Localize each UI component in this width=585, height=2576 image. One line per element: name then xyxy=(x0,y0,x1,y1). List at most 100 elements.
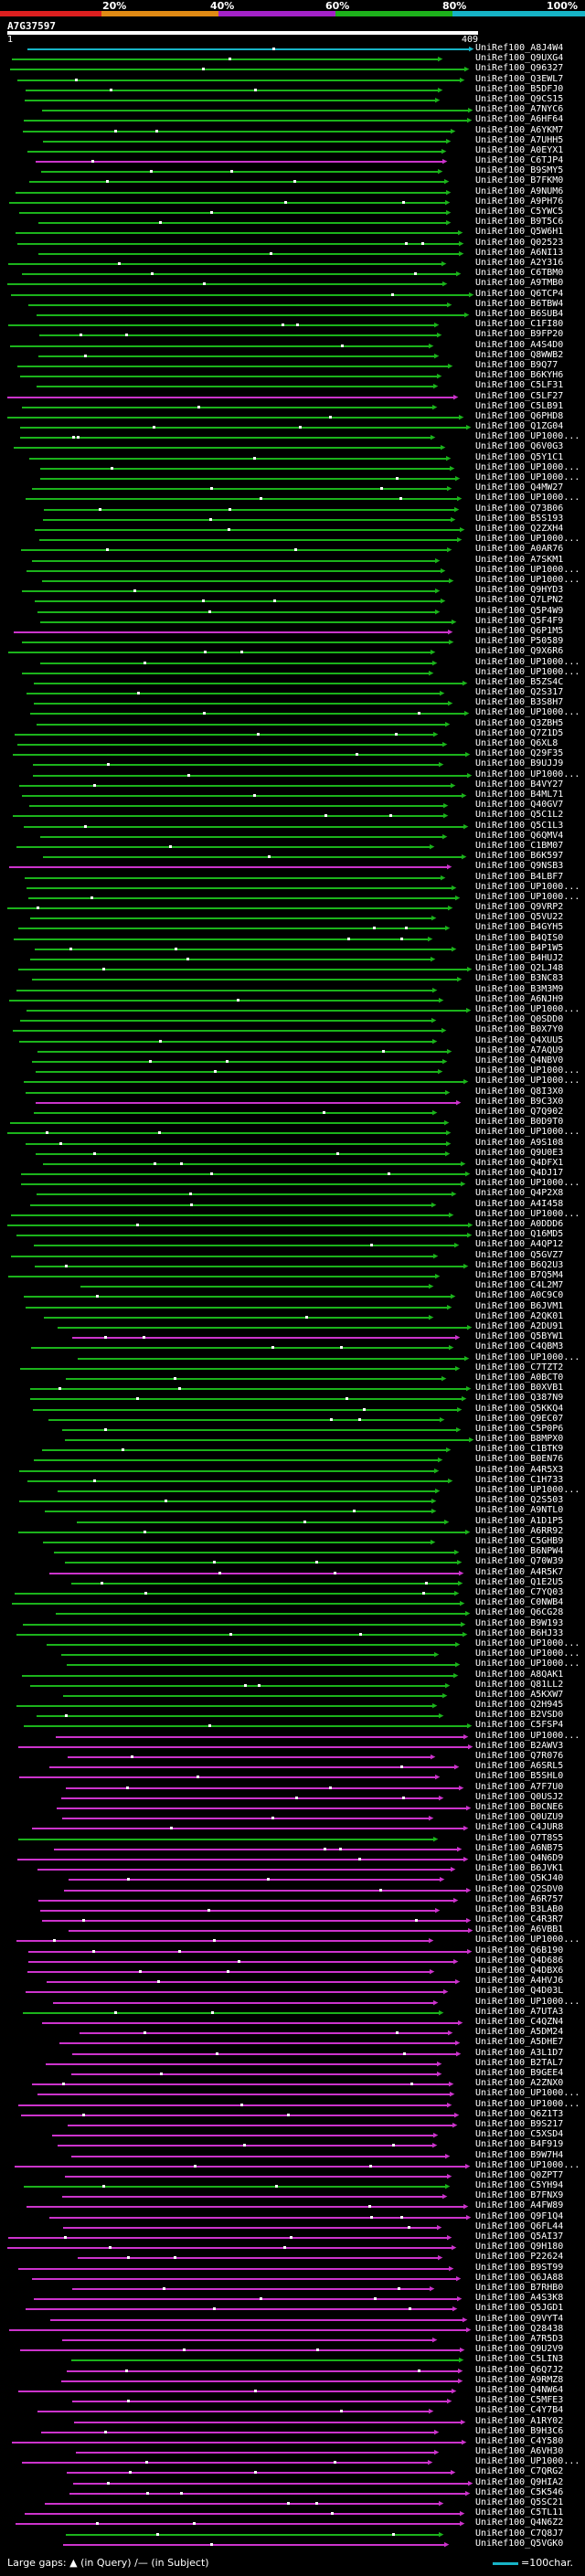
hit-name-link[interactable]: UniRef100_C4Y7B4 xyxy=(475,2405,564,2416)
hit-name-link[interactable]: UniRef100_B7FKM0 xyxy=(475,175,564,186)
hit-name-link[interactable]: UniRef100_Q02523 xyxy=(475,237,564,248)
hit-name-link[interactable]: UniRef100_C5MFE3 xyxy=(475,2395,564,2406)
hit-name-link[interactable]: UniRef100_UP1000... xyxy=(475,2088,580,2099)
hit-name-link[interactable]: UniRef100_UP1000... xyxy=(475,891,580,902)
hit-name-link[interactable]: UniRef100_B2AWV3 xyxy=(475,1740,564,1751)
hit-name-link[interactable]: UniRef100_UP1000... xyxy=(475,666,580,677)
hit-name-link[interactable]: UniRef100_A9NUM6 xyxy=(475,186,564,196)
hit-name-link[interactable]: UniRef100_UP1000... xyxy=(475,1659,580,1670)
hit-name-link[interactable]: UniRef100_UP1000... xyxy=(475,769,580,779)
hit-name-link[interactable]: UniRef100_Q0SDD0 xyxy=(475,1014,564,1025)
hit-name-link[interactable]: UniRef100_Q5KJ40 xyxy=(475,1873,564,1884)
hit-name-link[interactable]: UniRef100_C5YWC5 xyxy=(475,207,564,217)
hit-name-link[interactable]: UniRef100_Q9UXG4 xyxy=(475,53,564,64)
hit-name-link[interactable]: UniRef100_UP1000... xyxy=(475,1352,580,1362)
hit-name-link[interactable]: UniRef100_A4I458 xyxy=(475,1198,564,1209)
hit-name-link[interactable]: UniRef100_UP1000... xyxy=(475,574,580,585)
hit-name-link[interactable]: UniRef100_B0X7Y0 xyxy=(475,1024,564,1035)
hit-name-link[interactable]: UniRef100_UP1000... xyxy=(475,2159,580,2170)
hit-name-link[interactable]: UniRef100_UP1000... xyxy=(475,1996,580,2007)
hit-name-link[interactable]: UniRef100_B6K597 xyxy=(475,851,564,862)
hit-name-link[interactable]: UniRef100_UP1000... xyxy=(475,1485,580,1496)
hit-name-link[interactable]: UniRef100_B9SMY5 xyxy=(475,165,564,176)
hit-name-link[interactable]: UniRef100_Q6XL8 xyxy=(475,738,558,749)
hit-name-link[interactable]: UniRef100_B5ZS4C xyxy=(475,676,564,687)
hit-name-link[interactable]: UniRef100_C5LF31 xyxy=(475,380,564,391)
hit-name-link[interactable]: UniRef100_Q9CS15 xyxy=(475,93,564,104)
hit-name-link[interactable]: UniRef100_A0DDD6 xyxy=(475,1219,564,1230)
hit-name-link[interactable]: UniRef100_A0AR76 xyxy=(475,544,564,555)
hit-name-link[interactable]: UniRef100_Q9VYT4 xyxy=(475,2313,564,2324)
hit-name-link[interactable]: UniRef100_Q5SC21 xyxy=(475,2497,564,2508)
hit-name-link[interactable]: UniRef100_A2ZNX0 xyxy=(475,2078,564,2089)
hit-name-link[interactable]: UniRef100_A6R757 xyxy=(475,1893,564,1904)
hit-name-link[interactable]: UniRef100_B6SUB4 xyxy=(475,308,564,319)
hit-name-link[interactable]: UniRef100_Q40GV7 xyxy=(475,800,564,811)
hit-name-link[interactable]: UniRef100_A6YKM7 xyxy=(475,124,564,135)
hit-name-link[interactable]: UniRef100_B7FNX9 xyxy=(475,2190,564,2201)
hit-name-link[interactable]: UniRef100_B6HJ33 xyxy=(475,1627,564,1638)
hit-name-link[interactable]: UniRef100_P22624 xyxy=(475,2252,564,2263)
hit-name-link[interactable]: UniRef100_A1RY02 xyxy=(475,2415,564,2426)
hit-name-link[interactable]: UniRef100_B4HUJ2 xyxy=(475,953,564,964)
hit-name-link[interactable]: UniRef100_Q96327 xyxy=(475,63,564,74)
hit-name-link[interactable]: UniRef100_Q4DFX1 xyxy=(475,1157,564,1168)
hit-name-link[interactable]: UniRef100_B3LAB0 xyxy=(475,1903,564,1914)
hit-name-link[interactable]: UniRef100_Q2SDV0 xyxy=(475,1883,564,1894)
hit-name-link[interactable]: UniRef100_A6VBB1 xyxy=(475,1924,564,1935)
hit-name-link[interactable]: UniRef100_C5LB91 xyxy=(475,400,564,411)
hit-name-link[interactable]: UniRef100_B9W7H4 xyxy=(475,2149,564,2160)
hit-name-link[interactable]: UniRef100_B9GEE4 xyxy=(475,2067,564,2078)
hit-name-link[interactable]: UniRef100_B3M3M9 xyxy=(475,983,564,994)
hit-name-link[interactable]: UniRef100_Q9HYD3 xyxy=(475,585,564,596)
hit-name-link[interactable]: UniRef100_C4L2M7 xyxy=(475,1280,564,1291)
hit-name-link[interactable]: UniRef100_Q29F35 xyxy=(475,748,564,759)
hit-name-link[interactable]: UniRef100_A9NTL0 xyxy=(475,1505,564,1516)
hit-name-link[interactable]: UniRef100_C7QRG2 xyxy=(475,2466,564,2477)
hit-name-link[interactable]: UniRef100_B9Q77 xyxy=(475,359,558,370)
hit-name-link[interactable]: UniRef100_Q5P4W9 xyxy=(475,605,564,616)
hit-name-link[interactable]: UniRef100_A7F7U0 xyxy=(475,1781,564,1792)
hit-name-link[interactable]: UniRef100_B3S8H7 xyxy=(475,697,564,708)
hit-name-link[interactable]: UniRef100_Q5GVZ7 xyxy=(475,1249,564,1260)
hit-name-link[interactable]: UniRef100_B4VY27 xyxy=(475,779,564,790)
hit-name-link[interactable]: UniRef100_C4QZN4 xyxy=(475,2017,564,2028)
hit-name-link[interactable]: UniRef100_Q5F4F9 xyxy=(475,615,564,626)
hit-name-link[interactable]: UniRef100_A7SKM1 xyxy=(475,554,564,565)
hit-name-link[interactable]: UniRef100_C1BTK9 xyxy=(475,1444,564,1455)
hit-name-link[interactable]: UniRef100_Q4D686 xyxy=(475,1955,564,1966)
hit-name-link[interactable]: UniRef100_UP1000... xyxy=(475,461,580,472)
hit-name-link[interactable]: UniRef100_C4Y580 xyxy=(475,2435,564,2446)
hit-name-link[interactable]: UniRef100_C5XSD4 xyxy=(475,2129,564,2140)
hit-name-link[interactable]: UniRef100_B4LBF7 xyxy=(475,871,564,882)
hit-name-link[interactable]: UniRef100_UP1000... xyxy=(475,1648,580,1659)
hit-name-link[interactable]: UniRef100_Q9H180 xyxy=(475,2242,564,2253)
hit-name-link[interactable]: UniRef100_C1BM07 xyxy=(475,840,564,851)
hit-name-link[interactable]: UniRef100_Q0USJ2 xyxy=(475,1791,564,1802)
hit-name-link[interactable]: UniRef100_A0EYX1 xyxy=(475,144,564,155)
hit-name-link[interactable]: UniRef100_Q7R076 xyxy=(475,1751,564,1762)
hit-name-link[interactable]: UniRef100_B6Q2U3 xyxy=(475,1259,564,1270)
hit-name-link[interactable]: UniRef100_A6NJH9 xyxy=(475,993,564,1004)
hit-name-link[interactable]: UniRef100_B5SHL0 xyxy=(475,1771,564,1782)
hit-name-link[interactable]: UniRef100_UP1000... xyxy=(475,431,580,442)
hit-name-link[interactable]: UniRef100_A2Y316 xyxy=(475,258,564,269)
hit-name-link[interactable]: UniRef100_Q7Z1D5 xyxy=(475,727,564,738)
hit-name-link[interactable]: UniRef100_Q9HIA2 xyxy=(475,2476,564,2487)
hit-name-link[interactable]: UniRef100_Q6PHD8 xyxy=(475,410,564,421)
hit-name-link[interactable]: UniRef100_Q5C1L3 xyxy=(475,820,564,831)
hit-name-link[interactable]: UniRef100_B3NC83 xyxy=(475,973,564,984)
hit-name-link[interactable]: UniRef100_UP1000... xyxy=(475,1178,580,1189)
hit-name-link[interactable]: UniRef100_UP1000... xyxy=(475,881,580,892)
hit-name-link[interactable]: UniRef100_B6JVK1 xyxy=(475,1863,564,1874)
hit-name-link[interactable]: UniRef100_A9RMZ8 xyxy=(475,2374,564,2385)
hit-name-link[interactable]: UniRef100_C5K546 xyxy=(475,2486,564,2497)
hit-name-link[interactable]: UniRef100_B2TAL7 xyxy=(475,2057,564,2068)
hit-name-link[interactable]: UniRef100_Q4XUU5 xyxy=(475,1034,564,1045)
hit-name-link[interactable]: UniRef100_C5GHB9 xyxy=(475,1536,564,1546)
hit-name-link[interactable]: UniRef100_Q7LPN2 xyxy=(475,595,564,606)
hit-name-link[interactable]: UniRef100_A7R5D3 xyxy=(475,2333,564,2344)
hit-name-link[interactable]: UniRef100_A9TMB0 xyxy=(475,278,564,289)
hit-name-link[interactable]: UniRef100_C7TZT2 xyxy=(475,1362,564,1373)
hit-name-link[interactable]: UniRef100_C5LIN3 xyxy=(475,2354,564,2365)
